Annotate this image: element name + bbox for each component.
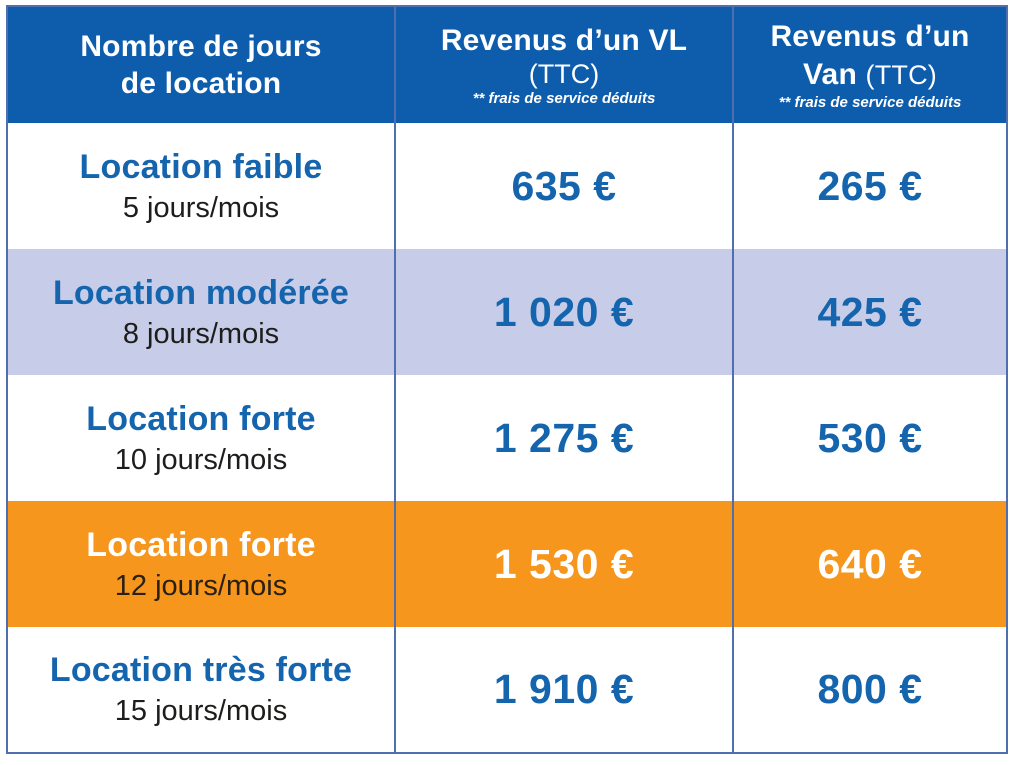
van-value: 800 € xyxy=(817,666,923,712)
row-days: 12 jours/mois xyxy=(114,569,288,602)
header-vl-subtitle: (TTC) xyxy=(528,58,600,89)
vl-value: 1 530 € xyxy=(493,540,635,587)
row-label: Location modérée xyxy=(52,273,350,312)
table-row-highlighted: Location forte 12 jours/mois 1 530 € 640… xyxy=(6,501,1008,627)
row-vl-cell: 635 € xyxy=(394,123,734,249)
header-vl-note: ** frais de service déduits xyxy=(472,90,656,108)
header-van-line2-bold: Van xyxy=(803,57,857,91)
van-value: 640 € xyxy=(817,540,923,587)
pricing-table: Nombre de jours de location Revenus d’un… xyxy=(6,5,1008,754)
row-label: Location forte xyxy=(86,525,316,564)
row-van-cell: 425 € xyxy=(732,249,1008,375)
table-row: Location modérée 8 jours/mois 1 020 € 42… xyxy=(6,249,1008,375)
van-value: 530 € xyxy=(817,414,923,461)
row-label-cell: Location modérée 8 jours/mois xyxy=(6,249,396,375)
row-days: 5 jours/mois xyxy=(122,191,280,224)
header-days-line1: Nombre de jours xyxy=(80,29,322,63)
row-label: Location faible xyxy=(79,147,323,186)
vl-value: 1 275 € xyxy=(493,414,635,461)
header-row: Nombre de jours de location Revenus d’un… xyxy=(6,6,1008,123)
header-days-line2: de location xyxy=(120,67,282,100)
header-vl-title: Revenus d’un VL xyxy=(440,24,688,58)
row-label-cell: Location forte 10 jours/mois xyxy=(6,375,396,501)
header-cell-days: Nombre de jours de location xyxy=(6,6,396,123)
header-cell-vl: Revenus d’un VL (TTC) ** frais de servic… xyxy=(394,6,734,123)
vl-value: 635 € xyxy=(511,162,617,209)
table-row: Location faible 5 jours/mois 635 € 265 € xyxy=(6,123,1008,249)
row-days: 10 jours/mois xyxy=(114,443,288,476)
header-days-title: Nombre de jours de location xyxy=(9,28,393,103)
row-vl-cell: 1 530 € xyxy=(394,501,734,627)
table-row: Location très forte 15 jours/mois 1 910 … xyxy=(6,627,1008,753)
header-van-line1: Revenus d’un xyxy=(770,20,970,54)
header-van-line2-regular: (TTC) xyxy=(865,59,937,90)
row-vl-cell: 1 910 € xyxy=(394,627,734,753)
row-label-cell: Location très forte 15 jours/mois xyxy=(6,627,396,753)
row-days: 15 jours/mois xyxy=(114,695,288,727)
row-vl-cell: 1 275 € xyxy=(394,375,734,501)
row-label-cell: Location forte 12 jours/mois xyxy=(6,501,396,627)
table-row: Location forte 10 jours/mois 1 275 € 530… xyxy=(6,375,1008,501)
row-days: 8 jours/mois xyxy=(122,317,280,350)
header-van-title: Revenus d’un Van (TTC) xyxy=(735,18,1005,93)
row-van-cell: 640 € xyxy=(732,501,1008,627)
row-van-cell: 530 € xyxy=(732,375,1008,501)
row-label: Location forte xyxy=(86,399,316,438)
row-vl-cell: 1 020 € xyxy=(394,249,734,375)
vl-value: 1 910 € xyxy=(493,666,635,712)
van-value: 265 € xyxy=(817,162,923,209)
header-cell-van: Revenus d’un Van (TTC) ** frais de servi… xyxy=(732,6,1008,123)
header-van-note: ** frais de service déduits xyxy=(778,94,962,112)
vl-value: 1 020 € xyxy=(493,288,635,335)
van-value: 425 € xyxy=(817,288,923,335)
row-label: Location très forte xyxy=(49,651,353,690)
row-van-cell: 265 € xyxy=(732,123,1008,249)
row-label-cell: Location faible 5 jours/mois xyxy=(6,123,396,249)
row-van-cell: 800 € xyxy=(732,627,1008,753)
